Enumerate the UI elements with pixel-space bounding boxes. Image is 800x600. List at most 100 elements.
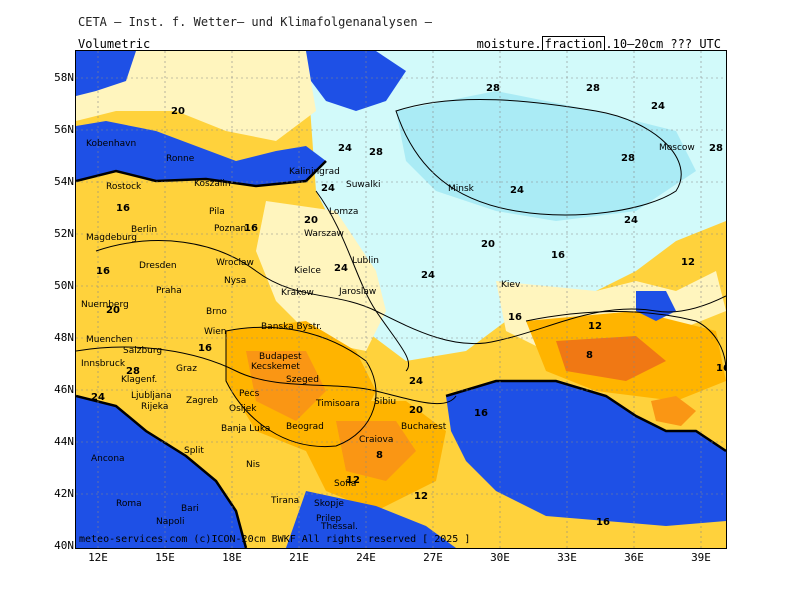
lat-label: 56N — [54, 123, 74, 136]
contour-value: 28 — [621, 153, 635, 164]
copyright-footer: meteo-services.com (c)ICON-20cm BWKF All… — [79, 534, 471, 545]
city-label: Roma — [116, 499, 142, 509]
city-label: Sibiu — [374, 397, 396, 407]
contour-line — [395, 98, 682, 216]
city-label: Wroclaw — [216, 258, 254, 268]
city-label: Wien — [204, 327, 226, 337]
city-label: Jaroslaw — [338, 287, 376, 297]
contour-value: 20 — [481, 239, 495, 250]
city-label: Lublin — [352, 256, 379, 266]
kattegat — [76, 51, 136, 96]
adriatic-coast — [76, 394, 248, 548]
contour-value: 24 — [624, 215, 638, 226]
contour-line — [525, 311, 726, 372]
city-label: Berlin — [131, 225, 157, 235]
city-label: Nuernberg — [81, 300, 129, 310]
contour-line — [76, 346, 457, 405]
city-label: Praha — [156, 286, 182, 296]
lat-label: 40N — [54, 539, 74, 552]
city-label: Kielce — [294, 266, 321, 276]
city-label: Budapest — [259, 352, 302, 362]
map-panel: Kobenhavn Ronne Rostock Koszalin Kalinin… — [75, 50, 727, 549]
lat-label: 50N — [54, 279, 74, 292]
graticule — [76, 51, 726, 548]
city-label: Pila — [209, 207, 225, 217]
city-label: Osijek — [229, 404, 257, 414]
contour-value: 28 — [126, 366, 140, 377]
lat-label: 42N — [54, 487, 74, 500]
very-dry-steppe — [556, 336, 666, 381]
city-labels: Kobenhavn Ronne Rostock Koszalin Kalinin… — [81, 139, 695, 532]
very-dry-serbia — [336, 421, 416, 481]
city-label: Craiova — [359, 435, 393, 445]
contour-value: 24 — [334, 263, 348, 274]
contour-value: 12 — [681, 257, 695, 268]
city-label: Krakow — [281, 288, 314, 298]
city-label: Zagreb — [186, 396, 218, 406]
city-label: Kaliningrad — [289, 167, 340, 177]
contour-value: 16 — [198, 343, 212, 354]
gulf-riga — [306, 51, 406, 111]
contour-value: 8 — [376, 450, 383, 461]
contour-value: 16 — [596, 517, 610, 528]
black-sea-coast — [445, 379, 726, 453]
city-label: Pecs — [239, 389, 260, 399]
city-label: Nis — [246, 460, 260, 470]
city-label: Koszalin — [194, 179, 231, 189]
lon-label: 15E — [155, 551, 175, 564]
variable-label: Volumetric — [78, 37, 151, 51]
contour-value: 20 — [106, 305, 120, 316]
contour-value: 16 — [551, 250, 565, 261]
very-dry-hungary — [246, 351, 326, 421]
city-label: Moscow — [659, 143, 695, 153]
city-label: Skopje — [314, 499, 344, 509]
lon-label: 39E — [691, 551, 711, 564]
aegean-sea — [286, 491, 456, 548]
city-label: Banska Bystr. — [261, 322, 322, 332]
contour-labels: 20 28 28 24 28 24 28 28 24 24 16 20 24 1… — [91, 83, 726, 528]
product-label: moisture. fraction .10–20cm ??? UTC — [476, 36, 721, 52]
lon-label: 24E — [356, 551, 376, 564]
city-label: Muenchen — [86, 335, 133, 345]
city-label: Nysa — [224, 276, 246, 286]
city-label: Beograd — [286, 422, 324, 432]
contour-value: 16 — [244, 223, 258, 234]
contour-value: 20 — [409, 405, 423, 416]
light-zone-central — [256, 201, 386, 351]
unit-box: fraction — [541, 36, 606, 52]
contour-value: 28 — [709, 143, 723, 154]
lon-label: 12E — [88, 551, 108, 564]
contour-value: 28 — [369, 147, 383, 158]
city-label: Lomza — [329, 207, 358, 217]
adriatic-sea — [76, 396, 246, 548]
city-label: Magdeburg — [86, 233, 137, 243]
city-label: Szeged — [286, 375, 319, 385]
lat-label: 46N — [54, 383, 74, 396]
contour-value: 24 — [409, 376, 423, 387]
city-label: Kecskemet — [251, 362, 300, 372]
contour-value: 24 — [510, 185, 524, 196]
lon-label: 36E — [624, 551, 644, 564]
city-label: Brno — [206, 307, 227, 317]
city-label: Suwalki — [346, 180, 381, 190]
city-label: Ljubljana — [131, 391, 172, 401]
city-label: Kiev — [501, 280, 521, 290]
reservoir — [636, 291, 676, 321]
lon-label: 33E — [557, 551, 577, 564]
contour-value: 20 — [304, 215, 318, 226]
product-prefix: moisture. — [476, 37, 542, 51]
contour-value: 12 — [346, 475, 360, 486]
contour-value: 28 — [486, 83, 500, 94]
city-label: Minsk — [448, 184, 475, 194]
city-label: Bucharest — [401, 422, 447, 432]
lon-label: 21E — [289, 551, 309, 564]
lat-label: 58N — [54, 71, 74, 84]
lat-label: 44N — [54, 435, 74, 448]
contour-value: 24 — [91, 392, 105, 403]
contour-value: 16 — [508, 312, 522, 323]
city-label: Sofia — [334, 479, 356, 489]
city-label: Timisoara — [315, 399, 360, 409]
city-label: Graz — [176, 364, 197, 374]
city-label: Dresden — [139, 261, 177, 271]
contour-value: 24 — [421, 270, 435, 281]
